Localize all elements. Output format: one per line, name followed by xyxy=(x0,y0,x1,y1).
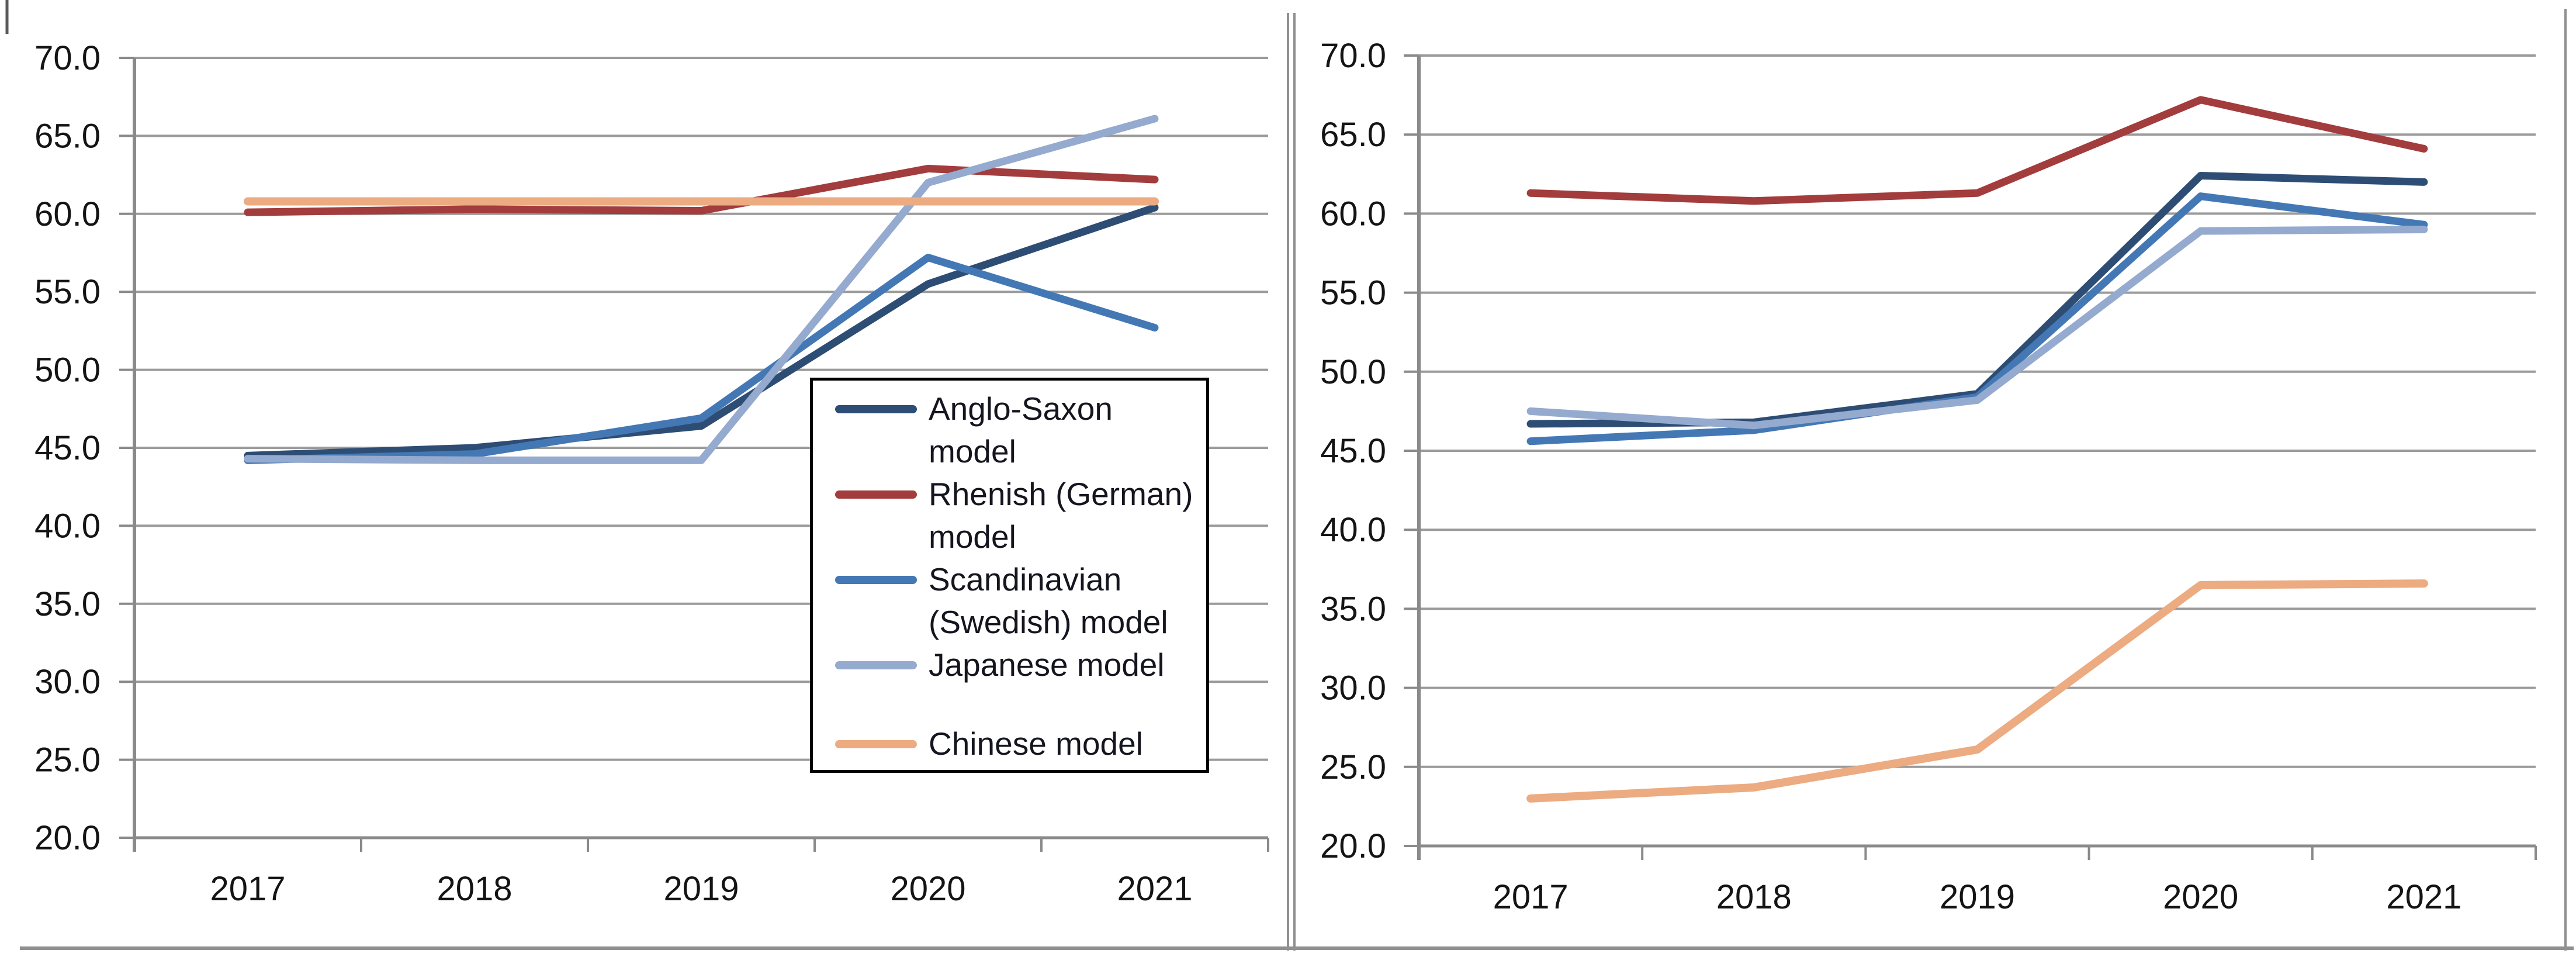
y-axis-tick-label: 55.0 xyxy=(34,273,101,311)
y-axis-tick-label: 20.0 xyxy=(1320,827,1386,865)
y-axis-tick-label: 20.0 xyxy=(34,819,101,857)
y-axis-tick-label: 25.0 xyxy=(34,741,101,779)
x-axis-tick-label: 2019 xyxy=(1940,878,2015,916)
x-axis-tick-label: 2020 xyxy=(890,870,965,908)
legend-line-swatch-rhenish xyxy=(835,490,917,499)
legend-item: Rhenish (German) model xyxy=(813,473,1203,558)
x-axis-tick-label: 2019 xyxy=(663,870,739,908)
x-axis-tick-label: 2021 xyxy=(2386,878,2461,916)
y-axis-tick-label: 30.0 xyxy=(1320,669,1386,707)
x-axis-tick-label: 2017 xyxy=(210,870,285,908)
y-axis-tick-label: 65.0 xyxy=(34,117,101,155)
x-axis-tick-label: 2018 xyxy=(437,870,512,908)
legend-label: Rhenish (German) model xyxy=(929,476,1193,555)
y-axis-tick-label: 45.0 xyxy=(34,429,101,467)
y-axis-tick-label: 55.0 xyxy=(1320,274,1386,312)
x-axis-tick-label: 2021 xyxy=(1117,870,1192,908)
y-axis-tick-label: 65.0 xyxy=(1320,116,1386,154)
x-axis-tick-label: 2018 xyxy=(1716,878,1792,916)
legend-label: Scandinavian (Swedish) model xyxy=(929,561,1168,640)
y-axis-tick-label: 40.0 xyxy=(34,507,101,545)
y-axis-tick-label: 70.0 xyxy=(34,39,101,77)
legend-line-swatch-scandinavian xyxy=(835,576,917,584)
series-line-rhenish xyxy=(244,164,1159,216)
legend-line-swatch-anglo_saxon xyxy=(835,405,917,413)
y-axis-tick-label: 35.0 xyxy=(34,585,101,623)
y-axis-tick-label: 60.0 xyxy=(1320,195,1386,233)
y-axis-tick-label: 40.0 xyxy=(1320,511,1386,549)
chart-legend: Anglo-Saxon model Rhenish (German) model S… xyxy=(810,378,1209,773)
y-axis-tick-label: 70.0 xyxy=(1320,37,1386,75)
legend-label: Japanese model xyxy=(929,647,1165,683)
legend-item: Chinese model xyxy=(813,723,1203,765)
series-line-japanese xyxy=(244,115,1159,464)
y-axis-tick-label: 35.0 xyxy=(1320,590,1386,628)
y-axis-tick-label: 30.0 xyxy=(34,663,101,701)
y-axis-tick-label: 25.0 xyxy=(1320,748,1386,786)
y-axis-tick-label: 50.0 xyxy=(1320,353,1386,391)
legend-label: Anglo-Saxon model xyxy=(929,391,1113,469)
legend-line-swatch-chinese xyxy=(835,740,917,748)
legend-item: Scandinavian (Swedish) model xyxy=(813,558,1203,644)
y-axis-tick-label: 50.0 xyxy=(34,351,101,389)
series-line-chinese xyxy=(1526,579,2428,803)
x-axis-tick-label: 2020 xyxy=(2163,878,2238,916)
series-line-anglo_saxon xyxy=(244,203,1159,460)
series-line-japanese xyxy=(1526,225,2428,430)
legend-item: Anglo-Saxon model xyxy=(813,388,1203,473)
x-axis-tick-label: 2017 xyxy=(1493,878,1569,916)
series-line-rhenish xyxy=(1526,96,2428,205)
legend-item: Japanese model xyxy=(813,644,1203,686)
y-axis-tick-label: 60.0 xyxy=(34,195,101,233)
legend-label: Chinese model xyxy=(929,725,1143,762)
y-axis-tick-label: 45.0 xyxy=(1320,432,1386,470)
legend-line-swatch-japanese xyxy=(835,661,917,669)
